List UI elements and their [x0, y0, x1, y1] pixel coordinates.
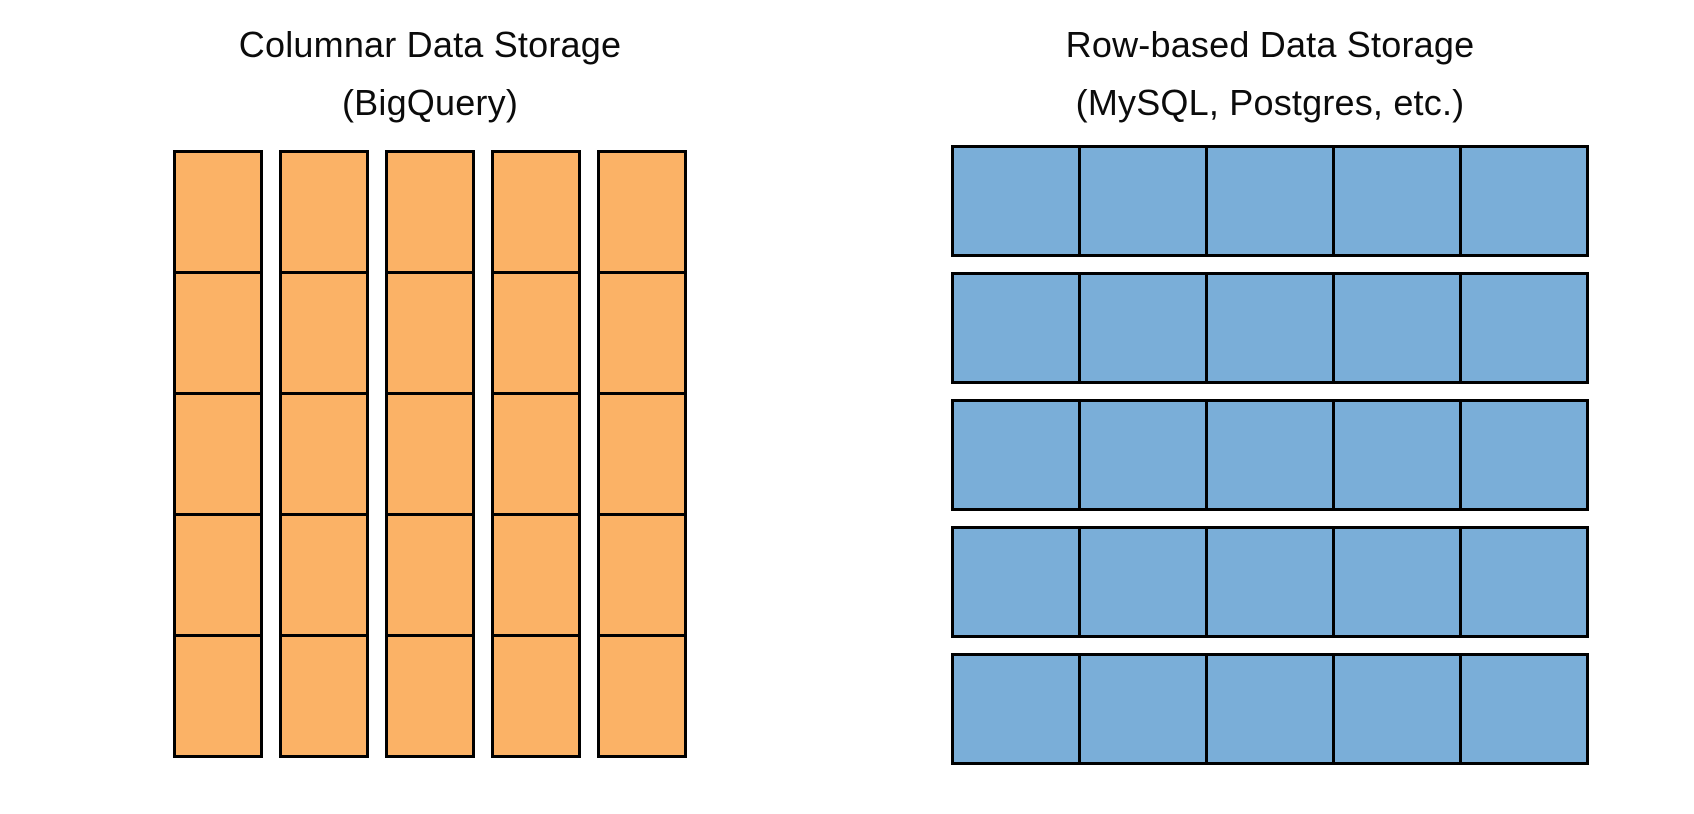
row-based-storage-panel: Row-based Data Storage (MySQL, Postgres,… — [950, 0, 1590, 814]
column-cell — [491, 513, 581, 637]
column-cell — [173, 271, 263, 395]
row-based-title-line1: Row-based Data Storage — [1065, 24, 1475, 65]
column-cell — [491, 392, 581, 516]
storage-column — [279, 150, 369, 758]
storage-column — [385, 150, 475, 758]
column-cell — [173, 634, 263, 758]
row-based-grid — [951, 145, 1589, 765]
column-cell — [597, 392, 687, 516]
storage-column — [597, 150, 687, 758]
column-cell — [173, 150, 263, 274]
row-cell — [951, 526, 1081, 638]
column-cell — [279, 513, 369, 637]
column-cell — [385, 271, 475, 395]
column-cell — [279, 271, 369, 395]
row-cell — [1205, 526, 1335, 638]
columnar-storage-panel: Columnar Data Storage (BigQuery) — [170, 0, 690, 814]
row-cell — [1078, 399, 1208, 511]
column-cell — [173, 392, 263, 516]
row-cell — [1205, 145, 1335, 257]
row-based-title-line2: (MySQL, Postgres, etc.) — [1075, 82, 1465, 123]
row-cell — [951, 272, 1081, 384]
storage-column — [173, 150, 263, 758]
row-cell — [1459, 272, 1589, 384]
column-cell — [279, 392, 369, 516]
storage-row — [951, 526, 1589, 638]
storage-row — [951, 653, 1589, 765]
row-cell — [1332, 399, 1462, 511]
row-cell — [1078, 145, 1208, 257]
columnar-title-line2: (BigQuery) — [341, 82, 519, 123]
row-cell — [1078, 653, 1208, 765]
column-cell — [597, 150, 687, 274]
row-cell — [1332, 145, 1462, 257]
row-cell — [1078, 272, 1208, 384]
column-cell — [385, 392, 475, 516]
column-cell — [385, 634, 475, 758]
row-cell — [1459, 653, 1589, 765]
storage-column — [491, 150, 581, 758]
column-cell — [385, 513, 475, 637]
row-cell — [1332, 272, 1462, 384]
row-cell — [1332, 653, 1462, 765]
column-cell — [597, 271, 687, 395]
row-cell — [951, 653, 1081, 765]
storage-row — [951, 145, 1589, 257]
columnar-title-line1: Columnar Data Storage — [238, 24, 622, 65]
row-based-title: Row-based Data Storage (MySQL, Postgres,… — [950, 0, 1590, 132]
column-cell — [279, 634, 369, 758]
row-cell — [1078, 526, 1208, 638]
column-cell — [491, 150, 581, 274]
row-cell — [951, 399, 1081, 511]
storage-row — [951, 399, 1589, 511]
column-cell — [385, 150, 475, 274]
row-cell — [1459, 145, 1589, 257]
column-cell — [597, 634, 687, 758]
row-cell — [1332, 526, 1462, 638]
columnar-grid — [173, 150, 687, 758]
row-cell — [1459, 526, 1589, 638]
row-cell — [1205, 399, 1335, 511]
storage-row — [951, 272, 1589, 384]
columnar-title: Columnar Data Storage (BigQuery) — [170, 0, 690, 132]
column-cell — [597, 513, 687, 637]
row-cell — [1205, 272, 1335, 384]
row-cell — [1205, 653, 1335, 765]
column-cell — [279, 150, 369, 274]
column-cell — [173, 513, 263, 637]
column-cell — [491, 634, 581, 758]
row-cell — [1459, 399, 1589, 511]
column-cell — [491, 271, 581, 395]
row-cell — [951, 145, 1081, 257]
